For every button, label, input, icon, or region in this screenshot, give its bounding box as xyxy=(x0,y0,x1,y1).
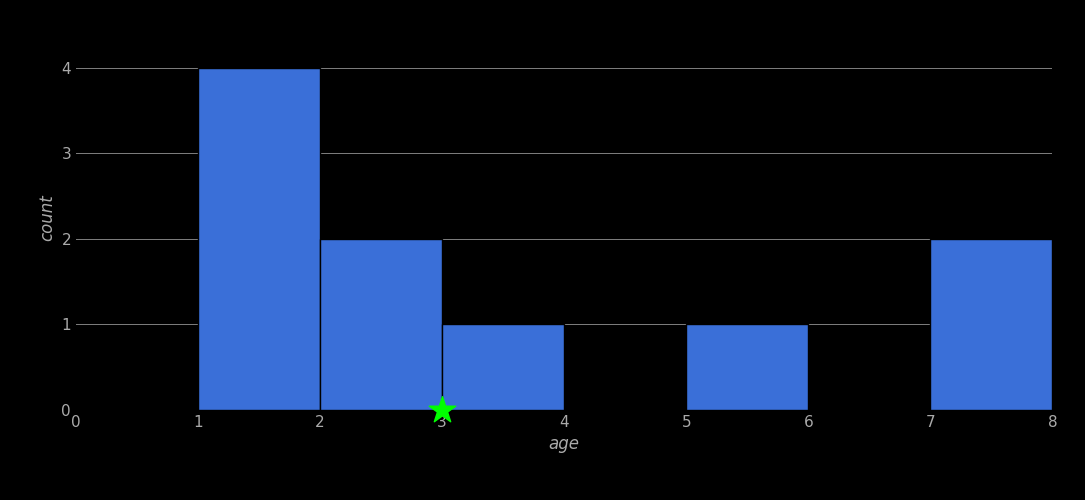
Bar xyxy=(443,324,564,410)
Bar xyxy=(931,239,1052,410)
Point xyxy=(433,406,451,414)
Bar xyxy=(197,68,320,410)
X-axis label: age: age xyxy=(549,436,579,454)
Bar xyxy=(687,324,808,410)
Bar xyxy=(320,239,443,410)
Y-axis label: count: count xyxy=(38,194,55,241)
